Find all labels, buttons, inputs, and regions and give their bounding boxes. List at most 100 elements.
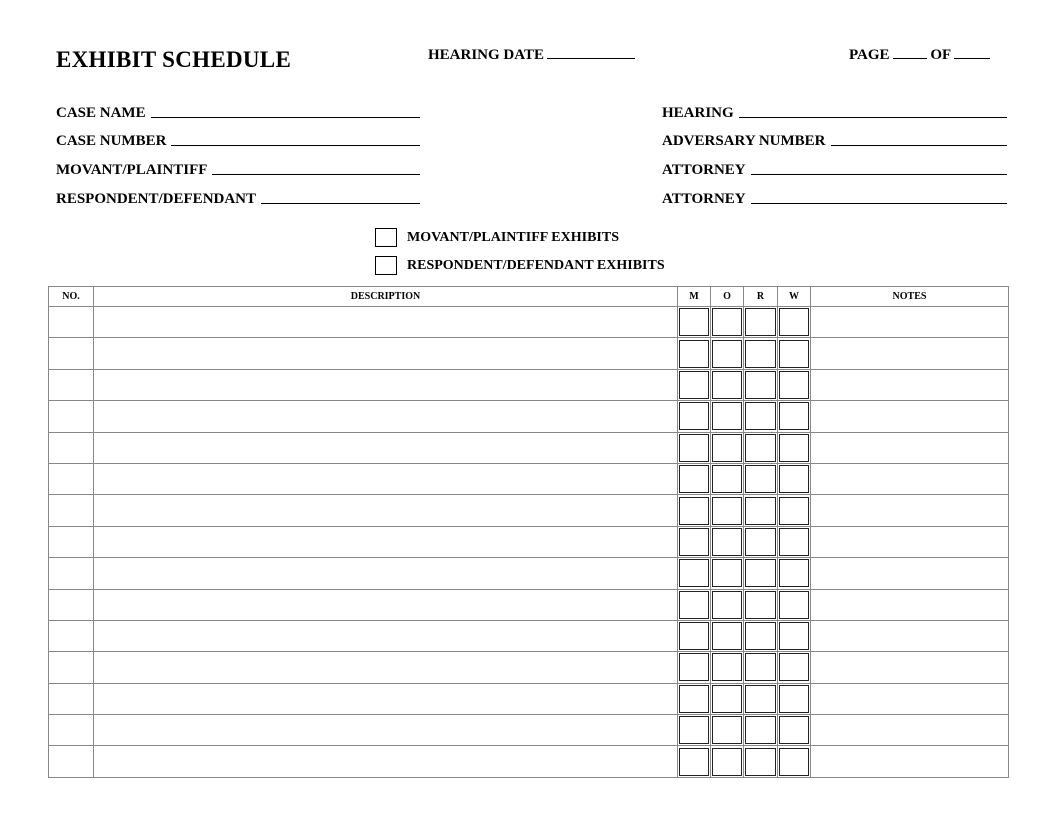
description-cell[interactable] [93, 337, 678, 370]
checkbox[interactable] [679, 433, 709, 462]
checkbox[interactable] [745, 308, 776, 337]
checkbox[interactable] [712, 716, 742, 745]
checkbox[interactable] [679, 370, 709, 399]
no-cell[interactable] [48, 745, 94, 778]
w-box[interactable] [777, 619, 811, 653]
m-box[interactable] [677, 745, 711, 778]
checkbox[interactable] [745, 653, 776, 682]
checkbox[interactable] [712, 747, 742, 776]
r-box[interactable] [743, 557, 778, 590]
r-box[interactable] [743, 525, 778, 559]
checkbox[interactable] [745, 339, 776, 368]
w-box[interactable] [777, 651, 811, 684]
no-cell[interactable] [48, 305, 94, 339]
r-box[interactable] [743, 745, 778, 778]
checkbox[interactable] [745, 370, 776, 399]
no-cell[interactable] [48, 714, 94, 747]
notes-cell[interactable] [810, 337, 1009, 370]
checkbox[interactable] [779, 527, 809, 556]
description-cell[interactable] [93, 557, 678, 590]
right_fields-field[interactable]: ATTORNEY [662, 162, 1007, 179]
movant-exhibits-checkbox[interactable] [375, 228, 397, 247]
field-line[interactable] [830, 145, 1007, 146]
o-box[interactable] [710, 588, 744, 621]
checkbox[interactable] [779, 339, 809, 368]
m-box[interactable] [677, 368, 711, 402]
description-cell[interactable] [93, 494, 678, 527]
description-cell[interactable] [93, 714, 678, 747]
checkbox[interactable] [679, 527, 709, 556]
checkbox[interactable] [679, 559, 709, 588]
checkbox[interactable] [745, 590, 776, 619]
m-box[interactable] [677, 431, 711, 464]
description-cell[interactable] [93, 400, 678, 433]
right_fields-field[interactable]: HEARING [662, 105, 1007, 122]
r-box[interactable] [743, 619, 778, 653]
checkbox[interactable] [745, 465, 776, 494]
checkbox[interactable] [745, 559, 776, 588]
no-cell[interactable] [48, 400, 94, 433]
m-box[interactable] [677, 682, 711, 716]
checkbox[interactable] [679, 684, 709, 713]
m-box[interactable] [677, 557, 711, 590]
w-box[interactable] [777, 714, 811, 747]
hearing-date-field[interactable]: HEARING DATE [428, 47, 635, 64]
checkbox[interactable] [745, 402, 776, 431]
w-box[interactable] [777, 588, 811, 621]
r-box[interactable] [743, 337, 778, 370]
o-box[interactable] [710, 431, 744, 464]
r-box[interactable] [743, 651, 778, 684]
checkbox[interactable] [679, 496, 709, 525]
o-box[interactable] [710, 714, 744, 747]
checkbox[interactable] [712, 339, 742, 368]
checkbox[interactable] [745, 747, 776, 776]
m-box[interactable] [677, 337, 711, 370]
checkbox[interactable] [779, 465, 809, 494]
m-box[interactable] [677, 462, 711, 496]
no-cell[interactable] [48, 525, 94, 559]
field-line[interactable] [261, 203, 420, 204]
w-box[interactable] [777, 682, 811, 716]
checkbox[interactable] [779, 747, 809, 776]
notes-cell[interactable] [810, 714, 1009, 747]
no-cell[interactable] [48, 682, 94, 716]
notes-cell[interactable] [810, 651, 1009, 684]
description-cell[interactable] [93, 462, 678, 496]
checkbox[interactable] [712, 559, 742, 588]
w-box[interactable] [777, 368, 811, 402]
o-box[interactable] [710, 494, 744, 527]
w-box[interactable] [777, 462, 811, 496]
checkbox[interactable] [712, 496, 742, 525]
checkbox[interactable] [779, 716, 809, 745]
page-number-field[interactable]: PAGE OF [849, 47, 991, 64]
r-box[interactable] [743, 714, 778, 747]
checkbox[interactable] [745, 433, 776, 462]
m-box[interactable] [677, 714, 711, 747]
checkbox[interactable] [779, 370, 809, 399]
o-box[interactable] [710, 557, 744, 590]
m-box[interactable] [677, 651, 711, 684]
w-box[interactable] [777, 431, 811, 464]
no-cell[interactable] [48, 557, 94, 590]
checkbox[interactable] [712, 308, 742, 337]
o-box[interactable] [710, 400, 744, 433]
description-cell[interactable] [93, 588, 678, 621]
checkbox[interactable] [779, 496, 809, 525]
no-cell[interactable] [48, 651, 94, 684]
r-box[interactable] [743, 368, 778, 402]
checkbox[interactable] [712, 590, 742, 619]
respondent-exhibits-checkbox[interactable] [375, 256, 397, 275]
notes-cell[interactable] [810, 682, 1009, 716]
checkbox[interactable] [712, 684, 742, 713]
left_fields-field[interactable]: MOVANT/PLAINTIFF [56, 162, 420, 179]
checkbox[interactable] [779, 308, 809, 337]
checkbox[interactable] [745, 527, 776, 556]
checkbox[interactable] [745, 716, 776, 745]
checkbox[interactable] [712, 622, 742, 651]
checkbox[interactable] [712, 527, 742, 556]
checkbox[interactable] [779, 433, 809, 462]
checkbox[interactable] [679, 716, 709, 745]
checkbox[interactable] [779, 402, 809, 431]
notes-cell[interactable] [810, 305, 1009, 339]
checkbox[interactable] [779, 684, 809, 713]
